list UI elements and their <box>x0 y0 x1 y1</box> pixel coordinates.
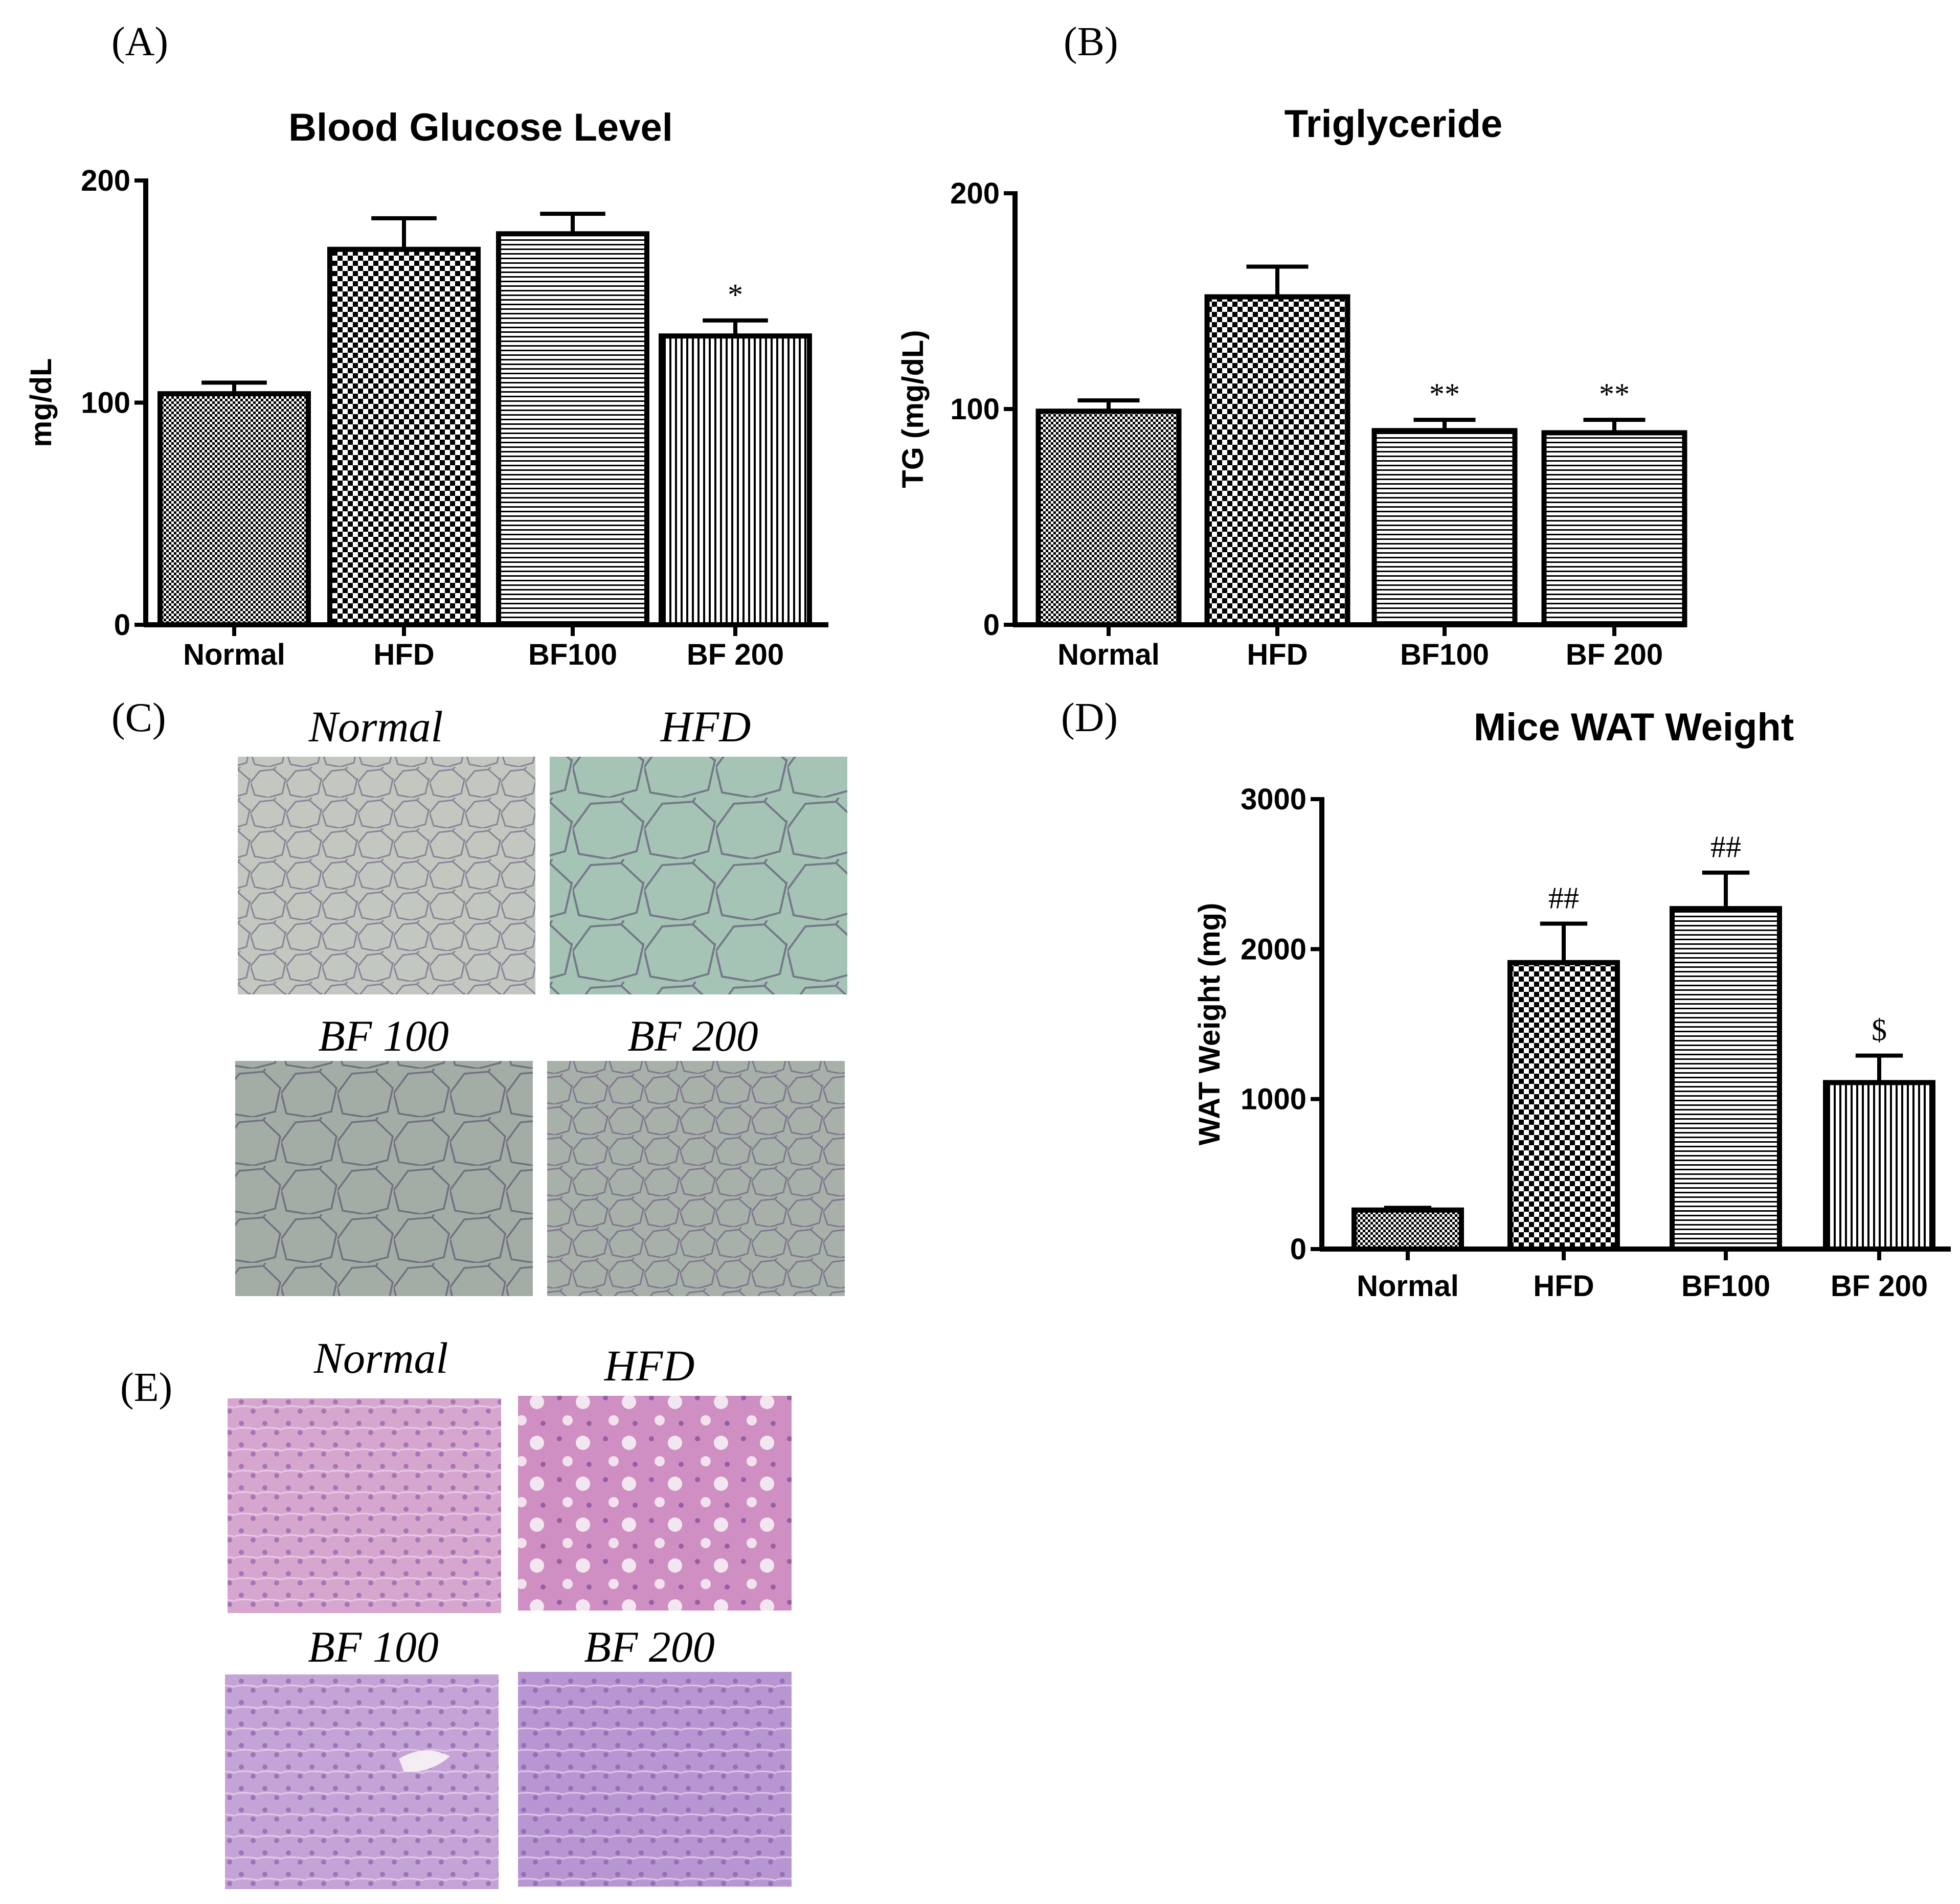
x-tick-label: BF100 <box>1681 1270 1770 1303</box>
y-tick-label: 0 <box>983 608 1000 642</box>
bar <box>496 231 649 627</box>
histology-liver-panel: Normal HFD BF 100 BF 200 <box>225 1333 792 1889</box>
blood-glucose-chart: Blood Glucose Level mg/dL 0 100 200 Normal HFD… <box>25 106 828 671</box>
histology-c-label-bf100: BF 100 <box>318 1011 449 1060</box>
y-tick-label: 1000 <box>1241 1083 1306 1116</box>
bar <box>327 246 481 627</box>
panel-label-c: (C) <box>111 695 166 740</box>
histology-c-label-hfd: HFD <box>660 702 751 751</box>
liver-image-normal <box>228 1398 501 1613</box>
y-tick-label: 200 <box>81 164 130 197</box>
panel-label-d: (D) <box>1061 695 1118 740</box>
x-tick-label: Normal <box>1357 1270 1459 1303</box>
bar <box>1541 430 1687 627</box>
x-tick-label: BF 200 <box>1831 1270 1928 1303</box>
panel-label-a: (A) <box>111 19 168 64</box>
adipose-image-hfd <box>550 757 847 994</box>
significance-mark: ** <box>1429 377 1460 411</box>
x-tick-label: Normal <box>1057 638 1160 671</box>
bar <box>157 391 311 627</box>
x-tick-label: HFD <box>373 638 434 671</box>
y-tick-label: 100 <box>950 393 1000 426</box>
bar <box>1670 906 1782 1252</box>
liver-image-bf100 <box>225 1674 499 1889</box>
significance-mark: $ <box>1872 1013 1887 1047</box>
y-tick-label: 3000 <box>1241 783 1306 816</box>
adipose-image-bf100 <box>235 1061 533 1296</box>
y-tick-label: 100 <box>81 387 130 420</box>
y-tick-label: 0 <box>114 608 130 642</box>
triglyceride-chart: Triglyceride TG (mg/dL) 0 100 200 Normal HFD **… <box>896 102 1687 671</box>
y-axis-label: TG (mg/dL) <box>896 330 930 488</box>
bar <box>1035 409 1182 627</box>
significance-mark: ** <box>1599 377 1630 411</box>
y-tick-label: 2000 <box>1241 933 1306 966</box>
y-axis-label: mg/dL <box>25 358 58 447</box>
panel-label-b: (B) <box>1064 19 1118 64</box>
x-tick-label: HFD <box>1533 1270 1594 1303</box>
liver-image-hfd <box>518 1396 792 1611</box>
bar <box>1507 960 1620 1252</box>
histology-e-label-bf200: BF 200 <box>584 1622 715 1671</box>
adipose-image-bf200 <box>547 1061 845 1296</box>
adipose-image-normal <box>238 757 535 994</box>
bar <box>1204 294 1350 627</box>
histology-e-label-normal: Normal <box>313 1333 448 1382</box>
x-tick-label: BF 200 <box>1566 638 1663 671</box>
bar <box>659 333 812 627</box>
liver-image-bf200 <box>518 1672 792 1887</box>
x-tick-label: Normal <box>183 638 285 671</box>
x-tick-label: BF100 <box>1400 638 1489 671</box>
significance-mark: ## <box>1548 881 1579 915</box>
significance-mark: ## <box>1710 830 1741 864</box>
chart-title: Mice WAT Weight <box>1474 706 1794 749</box>
y-tick-label: 200 <box>950 177 1000 210</box>
histology-e-label-hfd: HFD <box>604 1341 695 1390</box>
histology-c-label-normal: Normal <box>308 702 443 751</box>
bar <box>1371 428 1518 627</box>
wat-weight-chart: Mice WAT Weight WAT Weight (mg) 0 1000 2000 3… <box>1193 706 1951 1303</box>
histology-adipose-panel: Normal HFD BF 100 BF 200 <box>235 702 847 1296</box>
x-tick-label: BF 200 <box>687 638 784 671</box>
histology-e-label-bf100: BF 100 <box>308 1622 439 1671</box>
y-tick-label: 0 <box>1290 1233 1306 1266</box>
chart-title: Triglyceride <box>1285 102 1503 146</box>
bar <box>1351 1207 1464 1252</box>
x-tick-label: HFD <box>1247 638 1308 671</box>
y-axis-label: WAT Weight (mg) <box>1193 903 1226 1146</box>
x-tick-label: BF100 <box>528 638 617 671</box>
histology-c-label-bf200: BF 200 <box>627 1011 758 1060</box>
chart-title: Blood Glucose Level <box>288 106 673 149</box>
panel-label-e: (E) <box>120 1365 172 1410</box>
significance-mark: * <box>728 278 743 312</box>
bar <box>1823 1080 1935 1252</box>
